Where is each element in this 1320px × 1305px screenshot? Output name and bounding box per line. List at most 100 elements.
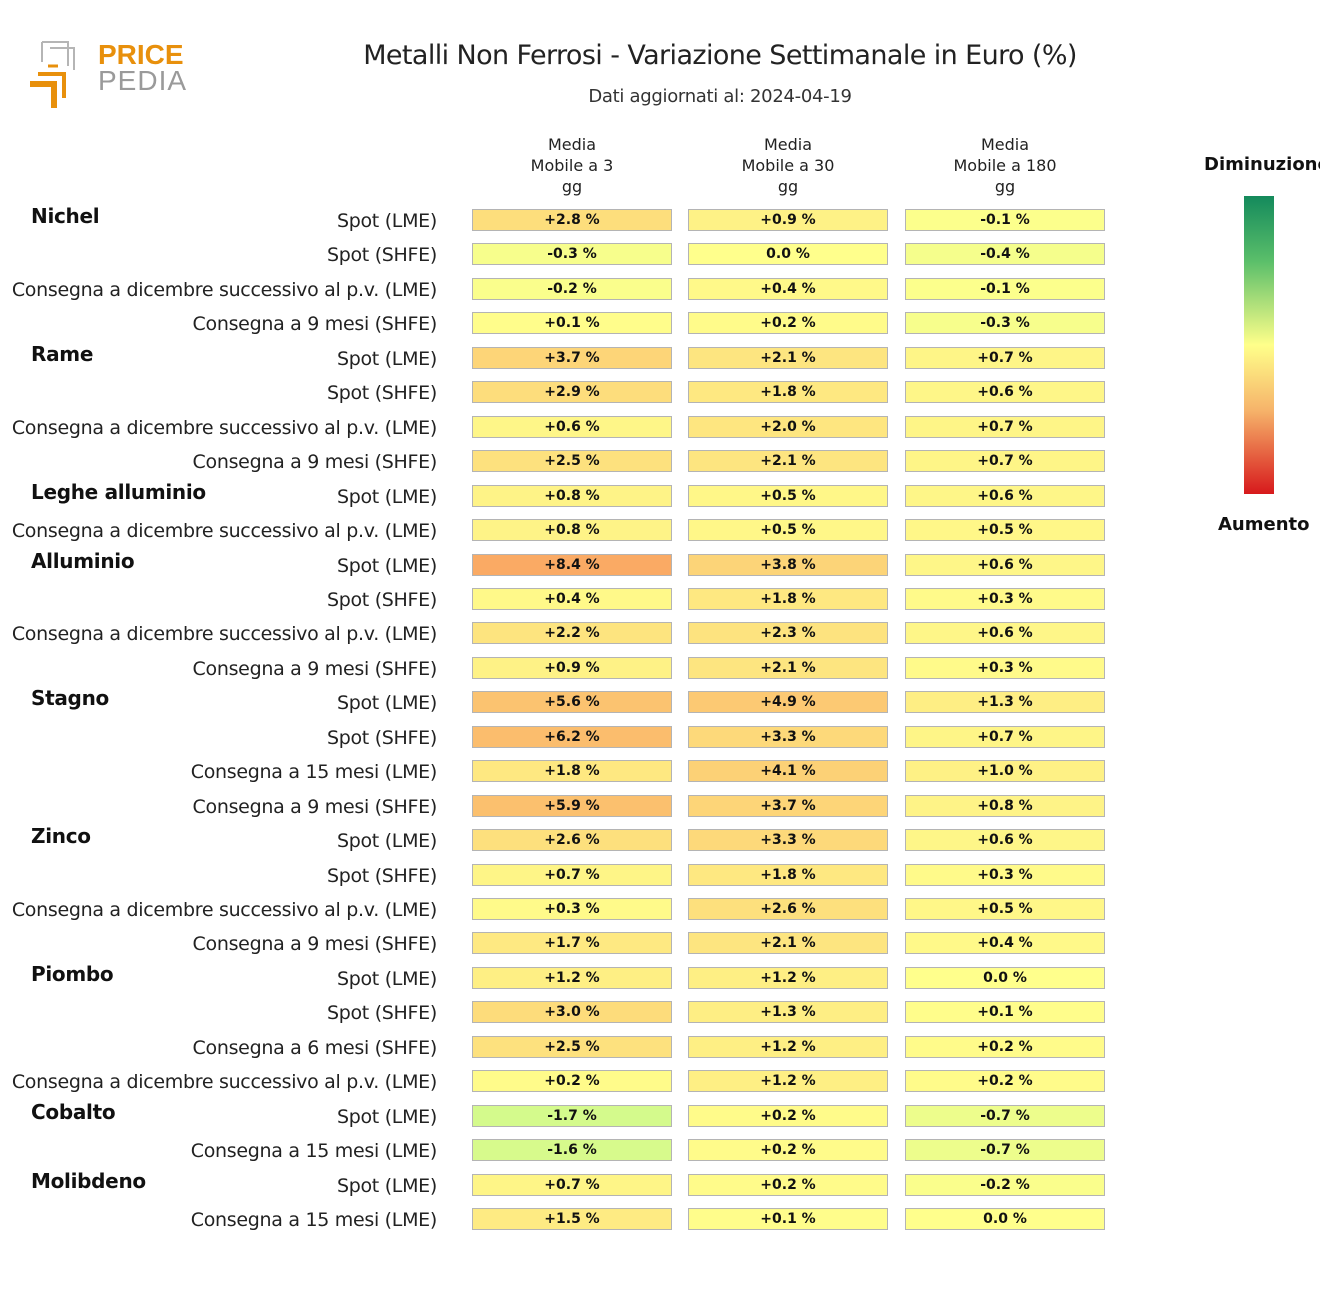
legend-color-bar [1244, 196, 1274, 494]
row-label: Consegna a dicembre successivo al p.v. (… [11, 278, 437, 301]
row-label: Spot (LME) [336, 1105, 437, 1128]
heatmap-cell: +0.1 % [688, 1208, 888, 1231]
heatmap-cell: -0.7 % [905, 1104, 1105, 1127]
row-label: Consegna a 9 mesi (SHFE) [192, 657, 438, 680]
heatmap-cell: +0.2 % [688, 1139, 888, 1162]
row-label: Spot (SHFE) [326, 1002, 437, 1025]
heatmap-cell: +2.0 % [688, 415, 888, 438]
column-header: Media Mobile a 180 gg [953, 135, 1057, 196]
legend-top-label: Diminuzione [1204, 154, 1320, 175]
heatmap-cell: +2.1 % [688, 450, 888, 473]
heatmap-cell: +0.2 % [688, 312, 888, 335]
heatmap-cell: +0.6 % [905, 381, 1105, 404]
group-label: Cobalto [31, 1099, 116, 1124]
heatmap-cell: +0.7 % [472, 1173, 672, 1196]
heatmap-cell: +4.1 % [688, 760, 888, 783]
row-label: Consegna a 15 mesi (LME) [190, 761, 438, 784]
row-label: Consegna a dicembre successivo al p.v. (… [11, 416, 437, 439]
heatmap-cell: +0.5 % [905, 519, 1105, 542]
heatmap-cell: +0.8 % [472, 519, 672, 542]
row-label: Spot (SHFE) [326, 588, 437, 611]
row-label: Consegna a 9 mesi (SHFE) [192, 795, 438, 818]
group-label: Rame [31, 341, 94, 366]
heatmap-cell: +4.9 % [688, 691, 888, 714]
heatmap-cell: 0.0 % [905, 1208, 1105, 1231]
heatmap-cell: +0.7 % [905, 415, 1105, 438]
heatmap-cell: +0.4 % [688, 277, 888, 300]
heatmap-cell: +0.8 % [905, 794, 1105, 817]
column-header: Media Mobile a 3 gg [530, 135, 614, 196]
group-label: Stagno [31, 686, 109, 711]
heatmap-cell: +0.4 % [472, 587, 672, 610]
logo-text-bottom: PEDIA [98, 65, 187, 96]
row-label: Spot (LME) [336, 347, 437, 370]
heatmap-cell: +0.2 % [688, 1173, 888, 1196]
heatmap-cell: +5.9 % [472, 794, 672, 817]
heatmap-cell: +2.1 % [688, 932, 888, 955]
heatmap-cell: +0.9 % [688, 209, 888, 231]
column-header: Media Mobile a 30 gg [741, 135, 835, 196]
heatmap-cell: +0.3 % [905, 587, 1105, 610]
heatmap-cell: +2.3 % [688, 622, 888, 645]
heatmap-cell: +3.8 % [688, 553, 888, 576]
heatmap-cell: +0.7 % [905, 346, 1105, 369]
heatmap-cell: +1.3 % [688, 1001, 888, 1024]
group-label: Zinco [31, 824, 91, 849]
heatmap-cell: -0.3 % [472, 243, 672, 266]
chart-title: Metalli Non Ferrosi - Variazione Settima… [363, 40, 1077, 71]
group-label: Piombo [31, 961, 114, 986]
heatmap-cell: +0.2 % [472, 1070, 672, 1093]
row-label: Spot (LME) [336, 485, 437, 508]
row-label: Consegna a 15 mesi (LME) [190, 1140, 438, 1163]
heatmap-cell: +1.7 % [472, 932, 672, 955]
heatmap-cell: +1.3 % [905, 691, 1105, 714]
heatmap-cell: +0.7 % [905, 450, 1105, 473]
heatmap-cell: -0.1 % [905, 277, 1105, 300]
row-label: Spot (SHFE) [326, 864, 437, 887]
row-label: Spot (SHFE) [326, 726, 437, 749]
heatmap-cell: +0.6 % [472, 415, 672, 438]
row-label: Consegna a 9 mesi (SHFE) [192, 451, 438, 474]
heatmap-cell: +1.8 % [688, 381, 888, 404]
heatmap-cell: +1.2 % [688, 1070, 888, 1093]
row-label: Spot (LME) [336, 210, 437, 232]
heatmap-cell: +2.9 % [472, 381, 672, 404]
heatmap-cell: +2.1 % [688, 656, 888, 679]
row-label: Spot (LME) [336, 1174, 437, 1197]
row-label: Spot (LME) [336, 554, 437, 577]
heatmap-cell: +5.6 % [472, 691, 672, 714]
heatmap-cell: +0.9 % [472, 656, 672, 679]
heatmap-cell: +3.0 % [472, 1001, 672, 1024]
heatmap-cell: -0.2 % [472, 277, 672, 300]
heatmap-cell: +8.4 % [472, 553, 672, 576]
heatmap-cell: +0.8 % [472, 484, 672, 507]
heatmap-cell: +0.6 % [905, 553, 1105, 576]
heatmap-cell: +2.6 % [688, 898, 888, 920]
heatmap-cell: +1.8 % [688, 587, 888, 610]
row-label: Consegna a 6 mesi (SHFE) [192, 1036, 438, 1059]
heatmap-cell: -1.7 % [472, 1104, 672, 1127]
heatmap-cell: +0.6 % [905, 829, 1105, 852]
heatmap-cell: +0.7 % [905, 725, 1105, 748]
heatmap-cell: +0.1 % [905, 1001, 1105, 1024]
logo-text-top: PRICE [98, 39, 184, 70]
heatmap-cell: +0.3 % [905, 863, 1105, 886]
heatmap-cell: +0.5 % [688, 484, 888, 507]
heatmap-cell: +2.2 % [472, 622, 672, 645]
heatmap-cell: +0.2 % [905, 1035, 1105, 1058]
heatmap-cell: 0.0 % [905, 966, 1105, 989]
heatmap-cell: +0.2 % [905, 1070, 1105, 1093]
group-label: Molibdeno [31, 1168, 146, 1193]
heatmap-cell: +3.7 % [472, 346, 672, 369]
heatmap-cell: -0.4 % [905, 243, 1105, 266]
heatmap-cell: -0.3 % [905, 312, 1105, 335]
heatmap-cell: +3.3 % [688, 725, 888, 748]
heatmap-cell: -0.2 % [905, 1173, 1105, 1196]
heatmap-cell: +0.6 % [905, 484, 1105, 507]
heatmap-cell: +0.2 % [688, 1104, 888, 1127]
row-label: Consegna a 9 mesi (SHFE) [192, 933, 438, 956]
heatmap-cell: +0.5 % [905, 898, 1105, 920]
heatmap-cell: +1.2 % [688, 1035, 888, 1058]
heatmap-cell: +0.6 % [905, 622, 1105, 645]
heatmap-cell: +1.8 % [688, 863, 888, 886]
